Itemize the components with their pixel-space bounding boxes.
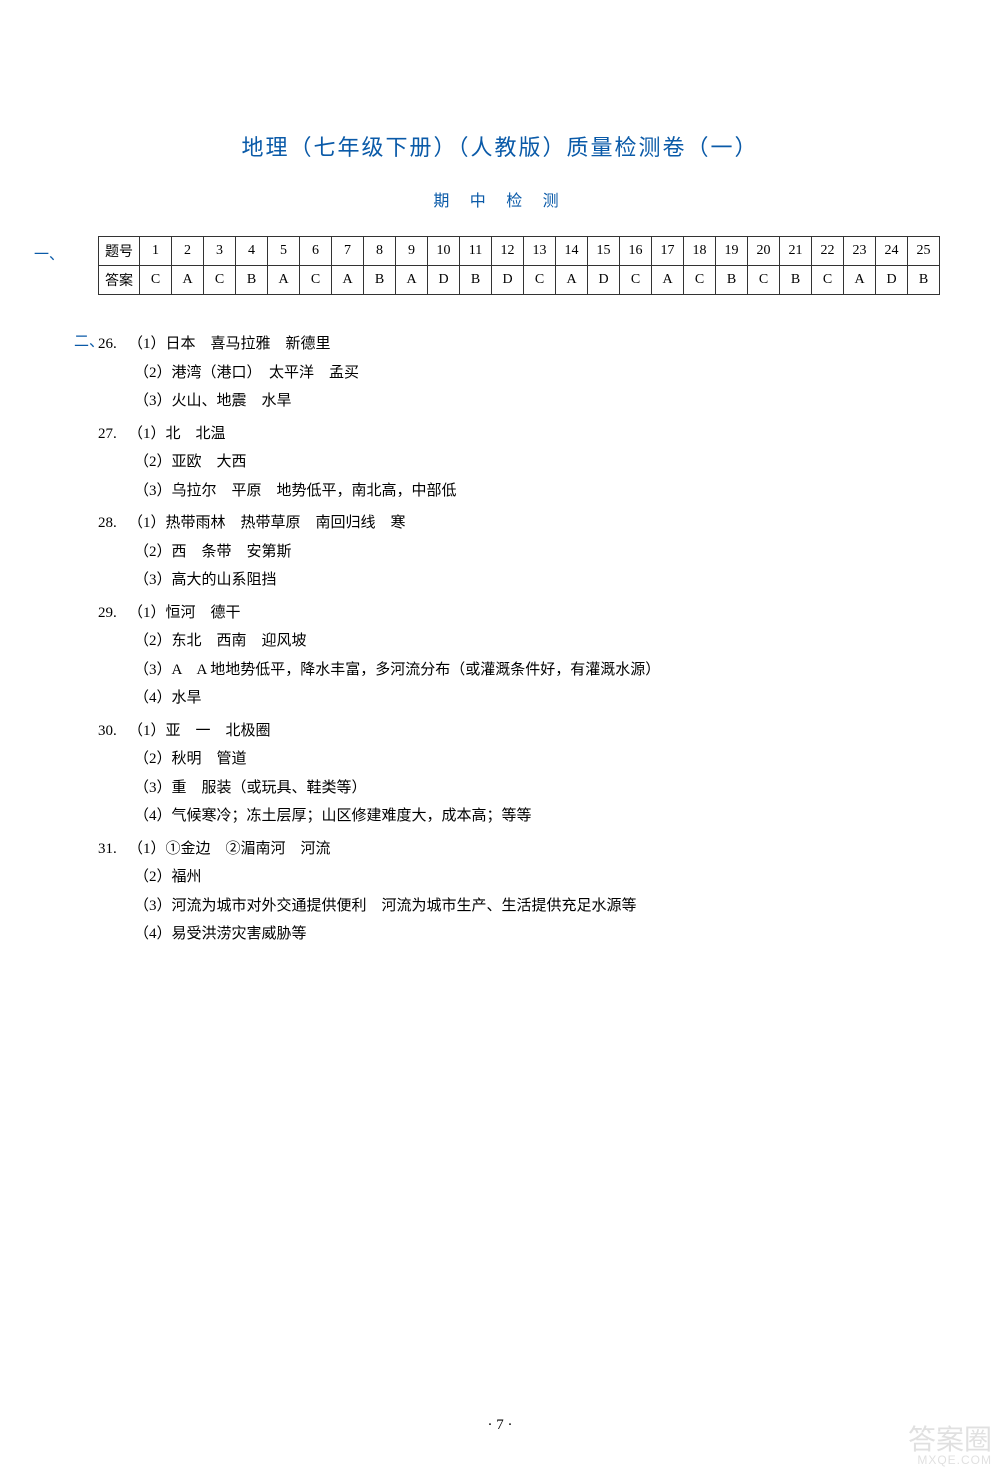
answer-text: （3）乌拉尔 平原 地势低平，南北高，中部低	[134, 477, 940, 506]
question-29: 29.（1）恒河 德干 （2）东北 西南 迎风坡 （3）A A 地地势低平，降水…	[98, 599, 940, 713]
qnum: 28.	[98, 509, 128, 538]
page-subtitle: 期 中 检 测	[60, 187, 940, 211]
answer-text: （1）北 北温	[128, 426, 226, 442]
answer-text: （2）福州	[134, 863, 940, 892]
question-31: 31.（1）①金边 ②湄南河 河流 （2）福州 （3）河流为城市对外交通提供便利…	[98, 835, 940, 949]
section-1-label: 一、	[34, 243, 64, 264]
answer-text: （1）日本 喜马拉雅 新德里	[128, 336, 331, 352]
answer-text: （2）西 条带 安第斯	[134, 538, 940, 567]
qnum: 30.	[98, 717, 128, 746]
qnum: 27.	[98, 420, 128, 449]
answer-text: （2）秋明 管道	[134, 745, 940, 774]
answer-text: （2）亚欧 大西	[134, 448, 940, 477]
page-number: · 7 ·	[0, 1417, 1000, 1434]
question-28: 28.（1）热带雨林 热带草原 南回归线 寒 （2）西 条带 安第斯 （3）高大…	[98, 509, 940, 595]
table-row: 答案 C A C B A C A B A D B D C A D C	[99, 266, 940, 295]
question-26: 26.（1）日本 喜马拉雅 新德里 （2）港湾（港口） 太平洋 孟买 （3）火山…	[98, 330, 940, 416]
answer-text: （1）亚 一 北极圈	[128, 723, 271, 739]
answer-text: （3）高大的山系阻挡	[134, 566, 940, 595]
answer-text: （3）重 服装（或玩具、鞋类等）	[134, 774, 940, 803]
row-header-ans: 答案	[99, 266, 140, 295]
question-30: 30.（1）亚 一 北极圈 （2）秋明 管道 （3）重 服装（或玩具、鞋类等） …	[98, 717, 940, 831]
page-title: 地理（七年级下册）（人教版）质量检测卷（一）	[60, 130, 940, 162]
answer-text: （2）东北 西南 迎风坡	[134, 627, 940, 656]
answer-text: （4）气候寒冷；冻土层厚；山区修建难度大，成本高；等等	[134, 802, 940, 831]
qnum: 29.	[98, 599, 128, 628]
answer-text: （3）河流为城市对外交通提供便利 河流为城市生产、生活提供充足水源等	[134, 892, 940, 921]
watermark-url: MXQE.COM	[908, 1454, 992, 1466]
table-row: 题号 1 2 3 4 5 6 7 8 9 10 11 12 13 14 15 1	[99, 237, 940, 266]
row-header-nums: 题号	[99, 237, 140, 266]
answer-text: （2）港湾（港口） 太平洋 孟买	[134, 359, 940, 388]
answer-text: （1）热带雨林 热带草原 南回归线 寒	[128, 515, 406, 531]
qnum: 31.	[98, 835, 128, 864]
answer-table: 题号 1 2 3 4 5 6 7 8 9 10 11 12 13 14 15 1	[98, 236, 940, 295]
section-2-label: 二、	[74, 330, 104, 351]
answer-text: （4）易受洪涝灾害威胁等	[134, 920, 940, 949]
answer-text: （1）①金边 ②湄南河 河流	[128, 841, 331, 857]
answer-text: （3）火山、地震 水旱	[134, 387, 940, 416]
answer-text: （4）水旱	[134, 684, 940, 713]
answer-text: （1）恒河 德干	[128, 605, 241, 621]
answer-text: （3）A A 地地势低平，降水丰富，多河流分布（或灌溉条件好，有灌溉水源）	[134, 656, 940, 685]
question-27: 27.（1）北 北温 （2）亚欧 大西 （3）乌拉尔 平原 地势低平，南北高，中…	[98, 420, 940, 506]
